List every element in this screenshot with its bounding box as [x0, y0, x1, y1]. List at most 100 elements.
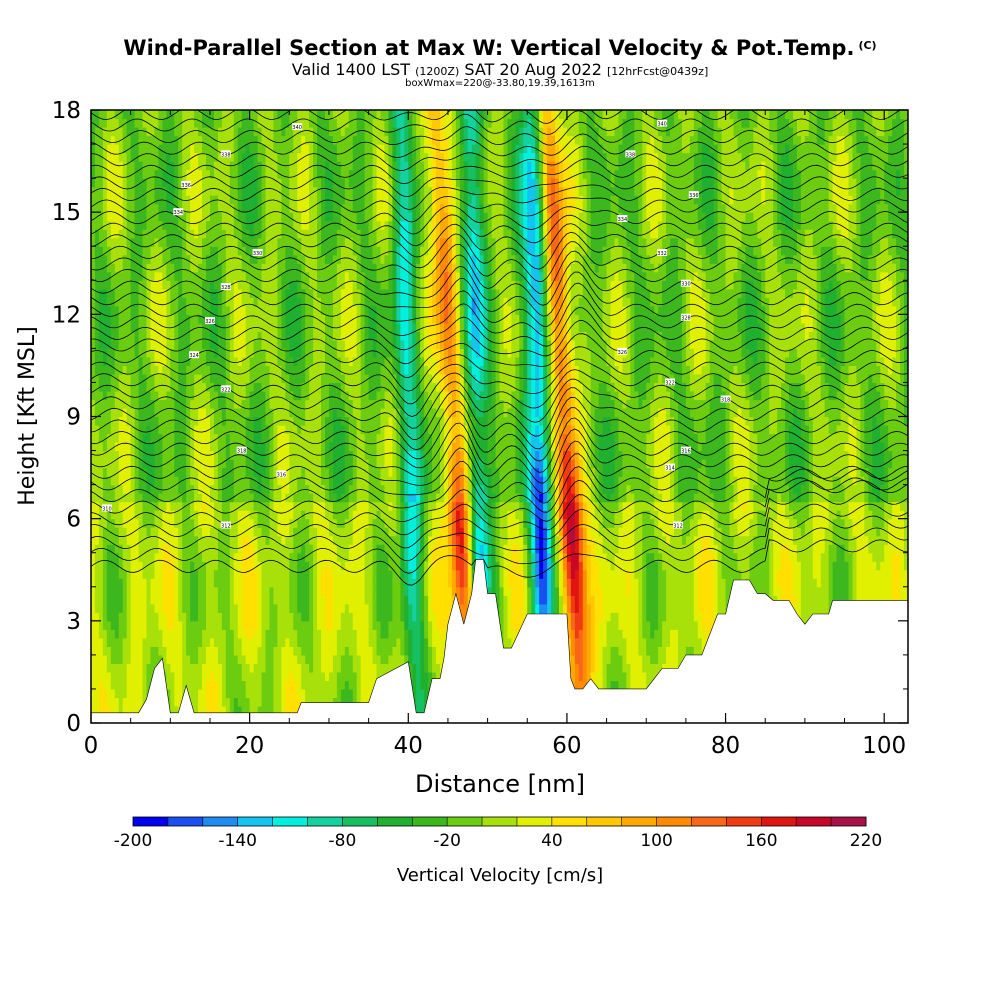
velocity-cell — [317, 637, 322, 647]
velocity-cell — [158, 297, 163, 307]
velocity-cell — [281, 586, 286, 596]
velocity-cell — [190, 263, 195, 273]
velocity-cell — [261, 220, 267, 230]
velocity-cell — [122, 595, 128, 605]
velocity-cell — [217, 493, 223, 503]
velocity-cell — [273, 382, 279, 392]
velocity-cell — [154, 407, 160, 418]
velocity-cell — [241, 603, 247, 613]
velocity-cell — [106, 569, 112, 579]
velocity-cell — [106, 390, 112, 401]
velocity-cell — [336, 229, 342, 239]
velocity-cell — [162, 595, 167, 605]
velocity-cell — [194, 263, 199, 273]
velocity-cell — [325, 697, 330, 707]
velocity-cell — [325, 586, 330, 596]
velocity-cell — [217, 705, 223, 716]
velocity-cell — [245, 178, 251, 188]
velocity-cell — [325, 535, 330, 545]
velocity-cell — [344, 263, 350, 273]
velocity-cell — [277, 493, 282, 503]
velocity-cell — [321, 450, 326, 460]
velocity-cell — [154, 518, 160, 528]
velocity-cell — [293, 212, 298, 222]
velocity-cell — [336, 518, 342, 528]
velocity-cell — [317, 663, 322, 673]
velocity-cell — [213, 518, 219, 528]
velocity-cell — [344, 373, 350, 384]
velocity-cell — [194, 637, 199, 647]
velocity-cell — [261, 501, 267, 511]
velocity-cell — [340, 654, 346, 664]
velocity-cell — [233, 203, 239, 213]
velocity-cell — [134, 476, 140, 486]
velocity-cell — [301, 501, 306, 511]
velocity-cell — [146, 246, 152, 256]
velocity-cell — [340, 195, 346, 205]
velocity-cell — [202, 297, 207, 307]
velocity-cell — [150, 637, 156, 647]
velocity-cell — [249, 110, 255, 120]
velocity-cell — [328, 305, 334, 315]
velocity-cell — [344, 305, 350, 315]
velocity-cell — [209, 697, 215, 707]
velocity-cell — [297, 356, 302, 367]
velocity-cell — [332, 484, 338, 494]
velocity-cell — [213, 535, 219, 545]
velocity-cell — [150, 407, 156, 418]
velocity-cell — [221, 637, 227, 647]
velocity-cell — [344, 646, 350, 656]
velocity-cell — [98, 399, 104, 409]
velocity-cell — [309, 459, 314, 469]
velocity-cell — [313, 220, 318, 230]
velocity-cell — [336, 552, 342, 562]
velocity-cell — [305, 229, 310, 239]
velocity-cell — [229, 688, 235, 699]
velocity-cell — [110, 629, 116, 639]
velocity-cell — [138, 450, 144, 460]
velocity-cell — [301, 186, 306, 196]
velocity-cell — [217, 127, 223, 137]
velocity-cell — [190, 493, 195, 503]
velocity-cell — [150, 348, 156, 358]
velocity-cell — [360, 288, 366, 298]
velocity-cell — [198, 569, 203, 579]
velocity-cell — [174, 612, 179, 622]
velocity-cell — [301, 510, 306, 520]
velocity-cell — [106, 305, 112, 315]
velocity-cell — [126, 433, 132, 443]
velocity-cell — [352, 229, 358, 239]
velocity-cell — [344, 288, 350, 298]
velocity-cell — [352, 144, 358, 154]
velocity-cell — [348, 510, 354, 520]
velocity-cell — [360, 697, 366, 707]
velocity-cell — [328, 603, 334, 613]
velocity-cell — [245, 186, 251, 196]
velocity-cell — [225, 552, 231, 562]
velocity-cell — [174, 356, 179, 367]
velocity-cell — [245, 578, 251, 588]
velocity-cell — [225, 220, 231, 230]
velocity-cell — [325, 314, 330, 324]
velocity-cell — [190, 552, 195, 562]
velocity-cell — [114, 663, 120, 673]
velocity-cell — [352, 484, 358, 494]
velocity-cell — [313, 637, 318, 647]
velocity-cell — [249, 459, 255, 469]
velocity-cell — [98, 195, 104, 205]
velocity-cell — [118, 637, 124, 647]
velocity-cell — [332, 135, 338, 145]
velocity-cell — [317, 382, 322, 392]
velocity-cell — [154, 331, 160, 341]
velocity-cell — [313, 654, 318, 664]
velocity-cell — [106, 620, 112, 630]
velocity-cell — [91, 212, 96, 222]
velocity-cell — [352, 152, 358, 162]
velocity-cell — [340, 620, 346, 630]
velocity-cell — [213, 280, 219, 290]
velocity-cell — [158, 527, 163, 537]
velocity-cell — [293, 697, 298, 707]
velocity-cell — [253, 450, 259, 460]
velocity-cell — [130, 697, 136, 707]
velocity-cell — [206, 331, 211, 341]
